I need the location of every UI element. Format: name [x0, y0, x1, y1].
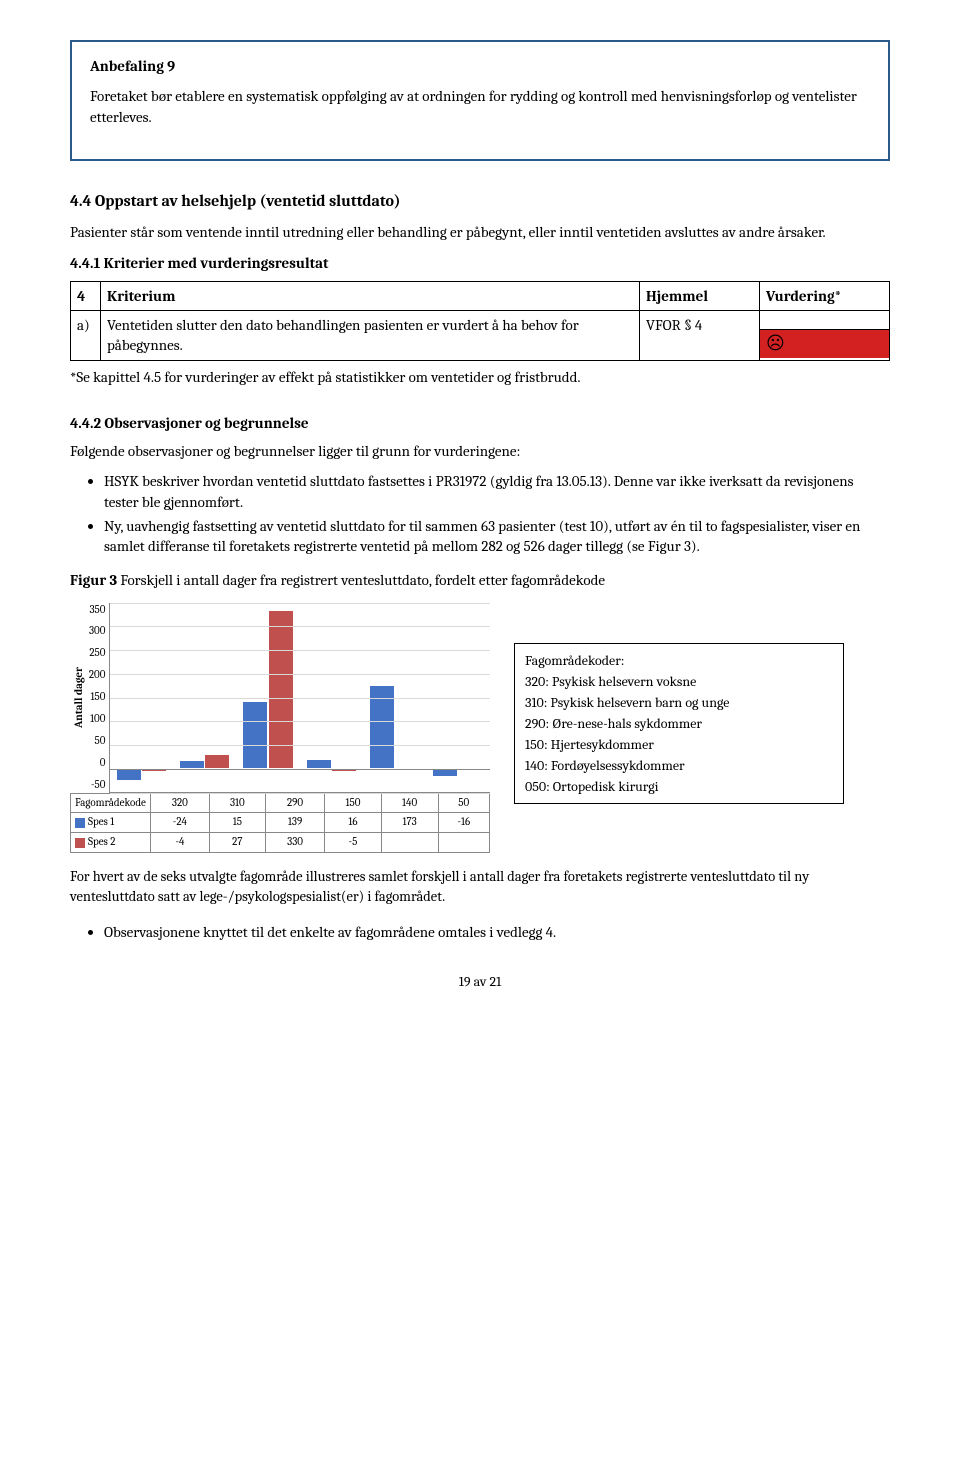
y-tick: 100 — [90, 712, 105, 727]
data-row-spes2-cell: -5 — [325, 833, 381, 853]
chart-data-table: Fagområdekode32031029015014050Spes 1-241… — [70, 793, 490, 854]
y-tick: 300 — [89, 624, 105, 639]
page-number: 19 av 21 — [70, 973, 890, 992]
chart-plot — [109, 603, 490, 793]
recommendation-title: Anbefaling 9 — [90, 56, 870, 76]
code-row: 050: Ortopedisk kirurgi — [525, 776, 833, 797]
grid-line — [110, 650, 490, 651]
final-bullet-list: Observasjonene knyttet til det enkelte a… — [70, 922, 890, 942]
sad-face-icon: ☹ — [766, 333, 785, 354]
grid-line — [110, 603, 490, 604]
y-tick: 0 — [100, 756, 106, 771]
data-row-spes1-cell: 16 — [325, 813, 381, 833]
criteria-header-vurdering: Vurdering* — [760, 281, 890, 310]
grid-line — [110, 674, 490, 675]
chart-y-axis: 350 300 250 200 150 100 50 0 -50 — [89, 603, 110, 793]
criteria-row-vurdering: ☹ — [760, 311, 890, 361]
criteria-row-hjemmel: VFOR § 4 — [640, 311, 760, 361]
section-4-4-2-heading: 4.4.2 Observasjoner og begrunnelse — [70, 413, 890, 433]
data-row-spes2-cell: -4 — [150, 833, 209, 853]
criteria-header-hjemmel: Hjemmel — [640, 281, 760, 310]
figure-3-caption: Forskjell i antall dager fra registrert … — [117, 571, 605, 589]
codes-title: Fagområdekoder: — [525, 650, 833, 671]
data-row-spes1-cell: 139 — [265, 813, 324, 833]
data-row-spes1-label: Spes 1 — [71, 813, 151, 833]
observation-1: HSYK beskriver hvordan ventetid sluttdat… — [104, 471, 890, 512]
data-row-spes1-cell: 173 — [381, 813, 438, 833]
section-4-4-1-heading: 4.4.1 Kriterier med vurderingsresultat — [70, 253, 890, 273]
y-tick: 200 — [89, 668, 106, 683]
recommendation-text: Foretaket bør etablere en systematisk op… — [90, 86, 870, 127]
final-bullet: Observasjonene knyttet til det enkelte a… — [104, 922, 890, 942]
data-row-cat-cell: 290 — [265, 793, 324, 813]
data-row-spes2-cell — [438, 833, 489, 853]
criteria-header-idx: 4 — [71, 281, 101, 310]
data-row-spes2-cell: 27 — [209, 833, 265, 853]
y-tick: -50 — [91, 778, 106, 793]
bar-spes1 — [433, 769, 457, 777]
chart-y-label: Antall dager — [70, 603, 89, 793]
grid-line — [110, 721, 490, 722]
grid-line — [110, 698, 490, 699]
code-row: 150: Hjertesykdommer — [525, 734, 833, 755]
data-row-cat-label: Fagområdekode — [71, 793, 151, 813]
data-row-spes1-cell: 15 — [209, 813, 265, 833]
data-row-spes2-label: Spes 2 — [71, 833, 151, 853]
codes-box: Fagområdekoder: 320: Psykisk helsevern v… — [514, 643, 844, 804]
chart-block: Antall dager 350 300 250 200 150 100 50 0 -50 Fa… — [70, 603, 490, 854]
observation-2: Ny, uavhengig fastsetting av ventetid sl… — [104, 516, 890, 557]
criteria-header-row: 4 Kriterium Hjemmel Vurdering* — [71, 281, 890, 310]
data-row-spes1: Spes 1-241513916173-16 — [71, 813, 490, 833]
criteria-header-krit: Kriterium — [101, 281, 640, 310]
code-row: 290: Øre-nese-hals sykdommer — [525, 713, 833, 734]
code-row: 310: Psykisk helsevern barn og unge — [525, 692, 833, 713]
data-row-spes1-cell: -24 — [150, 813, 209, 833]
data-row-spes2-cell: 330 — [265, 833, 324, 853]
bar-spes1 — [117, 769, 141, 780]
section-4-4-heading: 4.4 Oppstart av helsehjelp (ventetid slu… — [70, 191, 890, 213]
data-row-spes2: Spes 2-427330-5 — [71, 833, 490, 853]
criteria-row-idx: a) — [71, 311, 101, 361]
criteria-row: a) Ventetiden slutter den dato behandlin… — [71, 311, 890, 361]
bar-spes1 — [180, 761, 204, 768]
grid-line — [110, 626, 490, 627]
section-4-4-2-intro: Følgende observasjoner og begrunnelser l… — [70, 441, 890, 461]
y-tick: 350 — [89, 603, 105, 618]
data-row-spes1-cell: -16 — [438, 813, 489, 833]
figure-3-footnote: For hvert av de seks utvalgte fagområde … — [70, 867, 890, 906]
observation-list: HSYK beskriver hvordan ventetid sluttdat… — [70, 471, 890, 556]
grid-line — [110, 793, 490, 794]
data-row-cat-cell: 140 — [381, 793, 438, 813]
section-4-4-para: Pasienter står som ventende inntil utred… — [70, 222, 890, 242]
y-tick: 250 — [89, 646, 105, 661]
criteria-footnote: *Se kapittel 4.5 for vurderinger av effe… — [70, 367, 890, 387]
recommendation-box: Anbefaling 9 Foretaket bør etablere en s… — [70, 40, 890, 161]
figure-3-row: Antall dager 350 300 250 200 150 100 50 0 -50 Fa… — [70, 603, 890, 854]
code-row: 320: Psykisk helsevern voksne — [525, 671, 833, 692]
criteria-table: 4 Kriterium Hjemmel Vurdering* a) Ventet… — [70, 281, 890, 361]
criteria-row-text: Ventetiden slutter den dato behandlingen… — [101, 311, 640, 361]
figure-3-label: Figur 3 — [70, 571, 117, 589]
data-row-cat-cell: 50 — [438, 793, 489, 813]
grid-line — [110, 745, 490, 746]
data-row-cat: Fagområdekode32031029015014050 — [71, 793, 490, 813]
code-row: 140: Fordøyelsessykdommer — [525, 755, 833, 776]
chart-area: Antall dager 350 300 250 200 150 100 50 0 -50 — [70, 603, 490, 793]
bar-spes2 — [205, 755, 229, 768]
data-row-cat-cell: 310 — [209, 793, 265, 813]
bar-spes1 — [243, 702, 267, 768]
y-tick: 150 — [91, 690, 106, 705]
data-row-cat-cell: 320 — [150, 793, 209, 813]
bar-spes1 — [307, 760, 331, 768]
data-row-cat-cell: 150 — [325, 793, 381, 813]
sad-face-cell: ☹ — [760, 329, 889, 358]
data-row-spes2-cell — [381, 833, 438, 853]
y-tick: 50 — [95, 734, 106, 749]
figure-3-title: Figur 3 Forskjell i antall dager fra reg… — [70, 570, 890, 590]
